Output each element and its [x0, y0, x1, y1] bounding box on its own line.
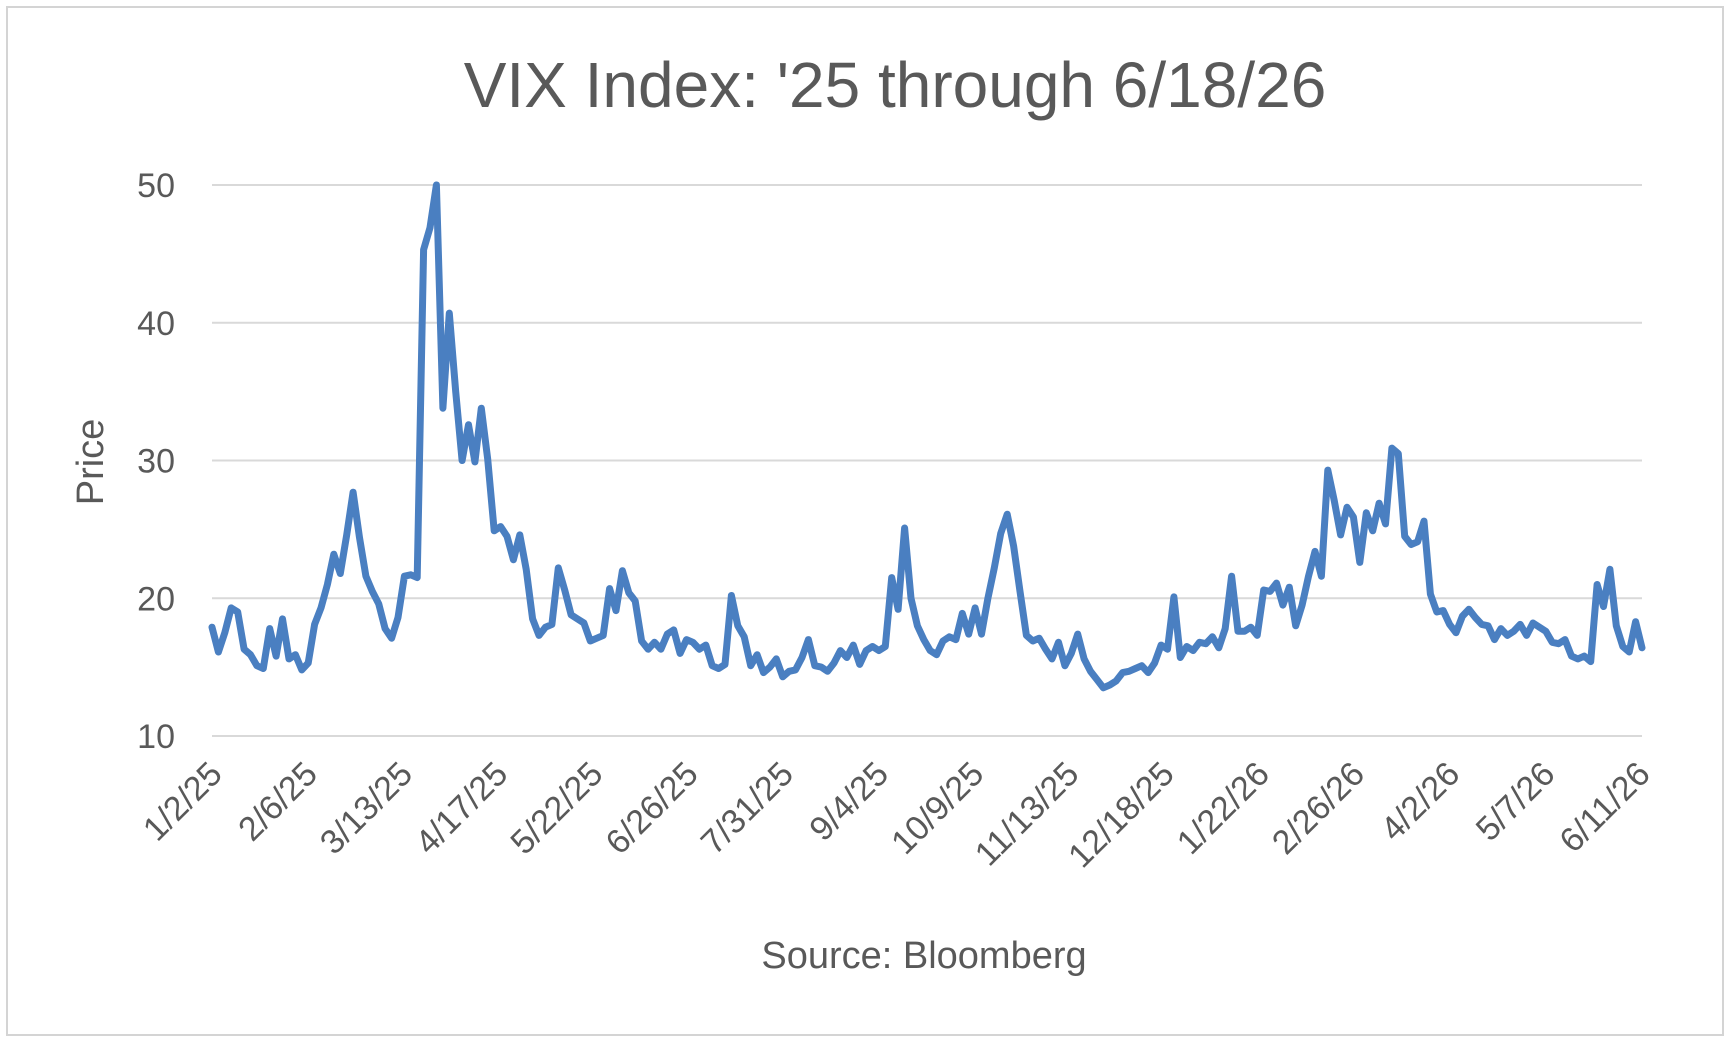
x-tick-label: 6/11/26: [1552, 755, 1657, 860]
x-tick-label: 5/7/26: [1469, 755, 1563, 849]
y-tick-label: 20: [137, 580, 175, 618]
x-tick-label: 12/18/25: [1061, 755, 1181, 875]
x-axis-title: Source: Bloomberg: [761, 935, 1086, 977]
x-tick-label: 7/31/25: [694, 755, 801, 862]
y-tick-label: 40: [137, 305, 175, 343]
gridlines: [212, 184, 1642, 737]
x-tick-label: 5/22/25: [503, 755, 610, 862]
y-tick-label: 10: [137, 718, 175, 756]
series-line-0: [208, 181, 1646, 692]
y-axis-title: Price: [70, 419, 112, 506]
chart-frame: [6, 6, 1724, 1036]
series-layer: [208, 181, 1646, 692]
x-axis-tick-labels: 1/2/25 2/6/253/13/254/17/255/22/256/26/25…: [136, 755, 1658, 875]
x-tick-label: 1/22/26: [1170, 755, 1277, 862]
x-tick-label: 4/17/25: [408, 755, 515, 862]
chart-title: VIX Index: '25 through 6/18/26: [464, 49, 1327, 121]
x-tick-label: 2/6/25: [231, 755, 325, 849]
y-tick-label: 50: [137, 167, 175, 205]
x-tick-label: 6/26/25: [599, 755, 706, 862]
x-tick-label: 3/13/25: [313, 755, 420, 862]
x-tick-label: 1/2/25: [136, 755, 230, 849]
y-tick-label: 30: [137, 443, 175, 481]
x-tick-label: 4/2/26: [1374, 755, 1468, 849]
x-tick-label: 9/4/25: [802, 755, 896, 849]
x-tick-label: 2/26/26: [1265, 755, 1372, 862]
y-axis-tick-labels: 10 20 30 40 50: [137, 167, 175, 756]
